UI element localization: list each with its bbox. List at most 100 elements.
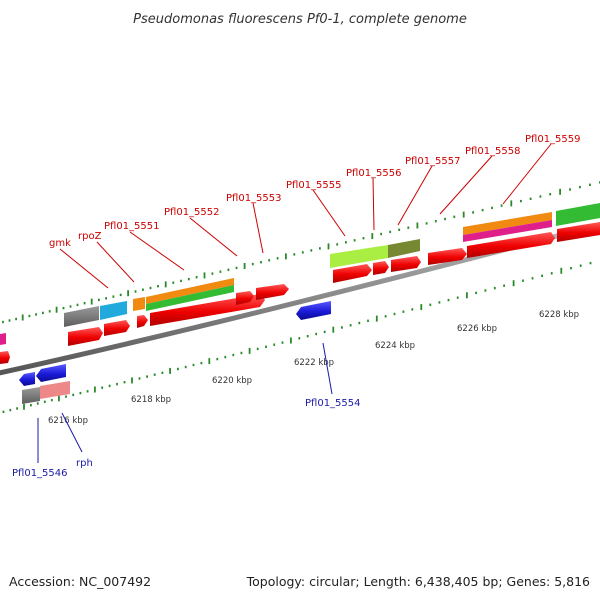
feature-box[interactable]: [146, 285, 234, 311]
major-tick: [55, 306, 58, 313]
minor-tick: [187, 277, 190, 281]
minor-tick: [172, 281, 175, 284]
minor-tick: [161, 371, 164, 374]
minor-tick: [491, 206, 493, 210]
minor-tick: [438, 301, 441, 304]
minor-tick: [349, 324, 352, 327]
gene-label[interactable]: Pfl01_5554: [305, 398, 361, 409]
feature-box[interactable]: [463, 212, 552, 235]
gene-label[interactable]: Pfl01_5557: [405, 156, 461, 167]
minor-tick: [570, 267, 572, 270]
feature-box[interactable]: [133, 297, 145, 311]
gene-arrow[interactable]: [256, 284, 289, 300]
minor-tick: [389, 230, 392, 234]
major-tick: [510, 200, 513, 207]
feature-box[interactable]: [463, 220, 552, 242]
feature-box[interactable]: [100, 301, 127, 320]
gene-arrow[interactable]: [19, 372, 35, 386]
leader-line: [372, 177, 375, 231]
minor-tick: [301, 251, 304, 254]
feature-box[interactable]: [22, 387, 40, 404]
gene-label[interactable]: Pfl01_5558: [465, 146, 521, 157]
gene-arrow[interactable]: [467, 232, 555, 258]
reverse-gene-track: [19, 301, 331, 404]
minor-tick: [276, 257, 279, 260]
feature-box[interactable]: [0, 333, 6, 345]
minor-tick: [108, 384, 111, 388]
gene-arrow[interactable]: [428, 248, 467, 265]
feature-box[interactable]: [556, 203, 600, 226]
minor-tick: [411, 308, 414, 311]
gene-arrow[interactable]: [104, 320, 130, 336]
leader-line: [252, 202, 264, 254]
minor-tick: [72, 393, 75, 397]
gene-label[interactable]: Pfl01_5552: [164, 207, 220, 218]
feature-box[interactable]: [64, 306, 99, 327]
feature-box[interactable]: [146, 278, 234, 304]
minor-tick: [180, 279, 182, 283]
minor-tick: [549, 193, 552, 196]
gene-label[interactable]: Pfl01_5559: [525, 134, 581, 145]
gene-arrow[interactable]: [296, 301, 331, 320]
minor-tick: [358, 321, 361, 325]
minor-tick: [62, 306, 65, 310]
major-tick: [248, 347, 251, 354]
minor-tick: [251, 262, 254, 266]
gene-arrow[interactable]: [236, 291, 254, 305]
gene-label[interactable]: rpoZ: [78, 231, 102, 242]
major-tick: [371, 233, 374, 240]
major-tick: [23, 403, 25, 410]
minor-tick: [157, 285, 159, 288]
gene-label[interactable]: Pfl01_5546: [12, 468, 68, 479]
gene-arrow[interactable]: [36, 364, 66, 382]
gene-arrow[interactable]: [373, 261, 389, 275]
feature-box[interactable]: [40, 381, 70, 399]
gene-label[interactable]: Pfl01_5551: [104, 221, 160, 232]
gene-label[interactable]: gmk: [49, 238, 71, 249]
gene-arrow[interactable]: [0, 351, 10, 364]
minor-tick: [30, 404, 32, 407]
minor-tick: [484, 289, 487, 292]
axis-label: 6218 kbp: [131, 395, 171, 405]
gene-label[interactable]: Pfl01_5553: [226, 193, 282, 204]
feature-box[interactable]: [330, 245, 388, 268]
major-tick: [512, 280, 515, 287]
minor-tick: [407, 226, 410, 229]
gene-arrow[interactable]: [557, 222, 600, 242]
gene-label[interactable]: Pfl01_5555: [286, 180, 342, 191]
minor-tick: [579, 264, 582, 267]
major-tick: [169, 367, 171, 374]
gene-arrow[interactable]: [333, 264, 372, 283]
minor-tick: [306, 335, 309, 338]
minor-tick: [8, 319, 11, 322]
gene-arrow[interactable]: [137, 315, 148, 328]
gene-label[interactable]: Pfl01_5556: [346, 168, 402, 179]
axis-labels: 6216 kbp 6218 kbp 6220 kbp 6222 kbp 6224…: [48, 310, 579, 426]
minor-tick: [425, 222, 428, 225]
minor-tick: [475, 291, 477, 295]
forward-gene-track: [0, 222, 600, 364]
major-tick: [290, 337, 292, 344]
minor-tick: [493, 286, 496, 290]
gene-arrow[interactable]: [68, 327, 103, 346]
minor-tick: [429, 303, 432, 306]
minor-tick: [83, 302, 86, 305]
minor-tick: [453, 215, 456, 218]
major-tick: [127, 290, 129, 297]
leader-line: [397, 165, 433, 226]
minor-tick: [393, 312, 396, 316]
minor-tick: [240, 351, 243, 355]
minor-tick: [367, 319, 369, 322]
minor-tick: [298, 337, 301, 340]
gene-arrow[interactable]: [391, 256, 421, 272]
gene-label[interactable]: rph: [76, 458, 93, 469]
minor-tick: [589, 261, 592, 265]
major-tick: [58, 395, 60, 402]
major-tick: [243, 263, 246, 269]
minor-tick: [500, 204, 503, 207]
minor-tick: [65, 395, 67, 398]
minor-tick: [227, 268, 230, 271]
minor-tick: [531, 277, 534, 280]
leader-line: [439, 155, 493, 215]
feature-box[interactable]: [388, 239, 420, 258]
